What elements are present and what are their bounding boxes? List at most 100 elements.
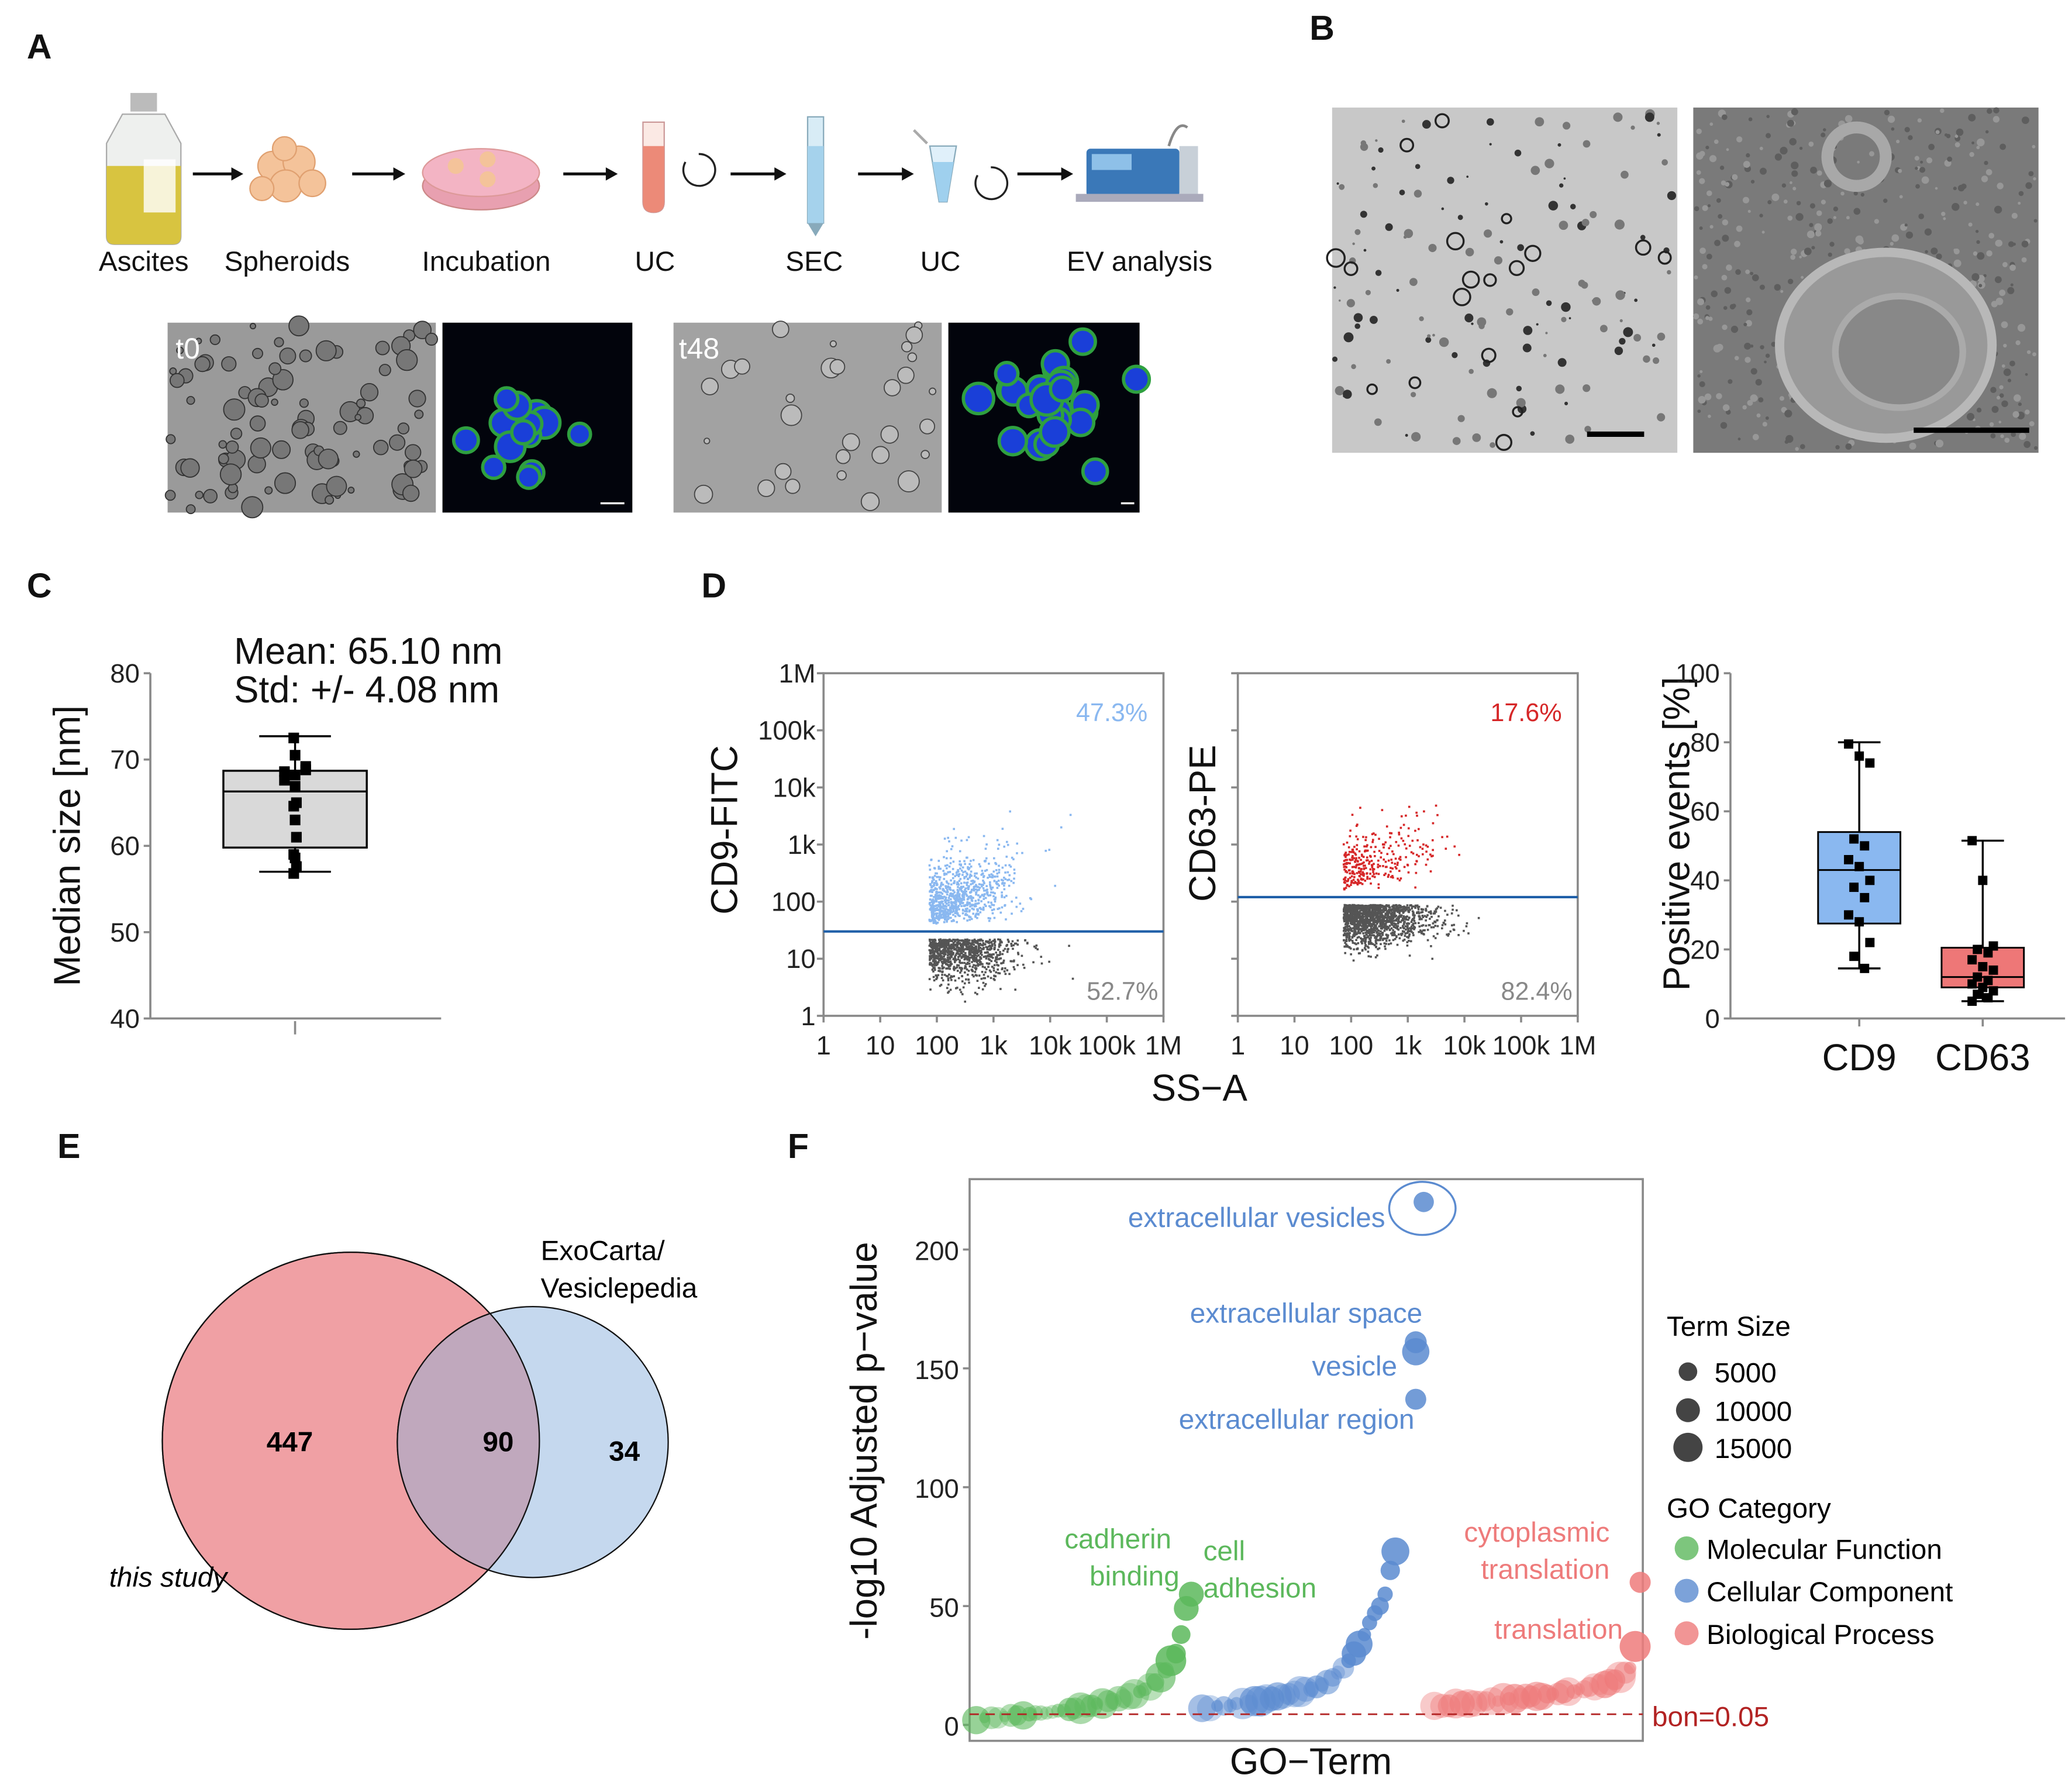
positive-event (943, 856, 945, 859)
grain (1908, 135, 1913, 140)
negative-event (946, 959, 949, 961)
nucleus (481, 454, 506, 480)
positive-event (960, 898, 963, 901)
positive-event (937, 915, 940, 918)
negative-event (942, 939, 944, 941)
positive-event (950, 901, 953, 904)
vesicle-particle (1363, 249, 1367, 252)
positive-event (1394, 857, 1397, 860)
positive-event (996, 875, 999, 878)
negative-event (933, 958, 936, 960)
negative-event (1353, 928, 1356, 930)
positive-event (929, 890, 932, 892)
negative-event (1356, 926, 1359, 929)
positive-event (949, 898, 952, 901)
data-point (279, 775, 290, 786)
negative-event (1397, 906, 1400, 909)
grain (2011, 432, 2016, 437)
negative-event (1416, 912, 1418, 915)
grain (1765, 416, 1769, 420)
positive-event (949, 908, 951, 910)
positive-event (1060, 826, 1063, 829)
positive-event (982, 884, 984, 887)
positive-event (988, 919, 991, 922)
cell-blob (223, 398, 246, 421)
cell-blob (180, 458, 200, 478)
negative-event (1360, 912, 1363, 915)
positive-event (1348, 885, 1350, 888)
positive-event (933, 884, 936, 887)
positive-event (985, 843, 988, 846)
grain (1990, 433, 1996, 439)
negative-event (1367, 946, 1370, 949)
positive-event (957, 868, 959, 871)
negative-event (1349, 918, 1352, 921)
positive-event (990, 887, 992, 889)
positive-event (1005, 918, 1007, 921)
negative-event (939, 943, 942, 946)
positive-event (990, 901, 992, 904)
negative-event (1360, 937, 1362, 940)
negative-event (1406, 941, 1409, 943)
negative-event (967, 970, 970, 972)
positive-event (990, 873, 993, 876)
cell-blob (218, 453, 229, 464)
vesicle-particle (1640, 235, 1646, 240)
vesicle-particle (1590, 211, 1597, 218)
negative-event (929, 961, 932, 964)
grain (1709, 225, 1714, 229)
negative-event (1361, 904, 1364, 907)
go-term-point (1178, 1581, 1204, 1607)
negative-event (1353, 942, 1356, 945)
negative-event (1343, 907, 1346, 909)
positive-event (1344, 852, 1347, 854)
grain (1694, 206, 1699, 211)
term-annotation: cell (1204, 1536, 1246, 1567)
positive-event (950, 920, 953, 922)
positive-event (1398, 879, 1401, 882)
negative-event (967, 978, 970, 981)
positive-event (938, 917, 941, 920)
negative-event (954, 955, 956, 958)
negative-event (1343, 932, 1346, 935)
negative-event (959, 944, 962, 947)
grain (1696, 128, 1702, 135)
go-term-point (1105, 1686, 1132, 1712)
negative-event (940, 946, 943, 949)
positive-event (950, 902, 953, 905)
positive-event (998, 884, 1001, 887)
negative-event (1377, 929, 1379, 932)
negative-event (1411, 924, 1414, 926)
positive-event (1358, 871, 1361, 874)
positive-event (1356, 823, 1359, 826)
term-annotation: cytoplasmic (1464, 1517, 1609, 1548)
vesicle-particle (1401, 119, 1405, 123)
positive-event (1013, 872, 1016, 874)
positive-event (1397, 877, 1399, 880)
positive-event (967, 866, 969, 868)
negative-event (1359, 921, 1361, 923)
negative-event (933, 967, 936, 969)
positive-event (935, 922, 937, 925)
negative-event (959, 967, 961, 969)
cell-blob (279, 347, 297, 365)
data-point (1860, 841, 1870, 851)
negative-event (932, 976, 935, 978)
positive-event (1362, 872, 1364, 875)
y-tick-label: 10 (786, 944, 816, 974)
negative-event (1371, 929, 1374, 932)
negative-event (1364, 913, 1367, 916)
data-point (1865, 937, 1875, 947)
positive-event (993, 857, 995, 860)
negative-event (981, 988, 984, 991)
negative-event (1392, 906, 1395, 909)
negative-event (939, 957, 942, 960)
positive-event (933, 874, 936, 877)
negative-event (1398, 904, 1401, 906)
vesicle-particle (1354, 229, 1361, 235)
positive-event (973, 875, 976, 877)
negative-event (942, 970, 944, 973)
grain (1846, 216, 1850, 220)
positive-event (1342, 863, 1345, 866)
y-axis-label: -log10 Adjusted p−value (843, 1242, 885, 1639)
